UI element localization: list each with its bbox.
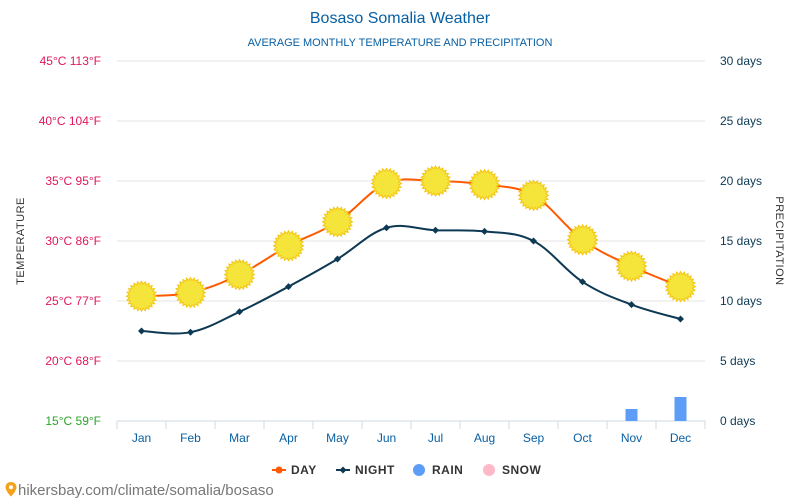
sun-core [523, 184, 544, 206]
left-tick-label: 25°C 77°F [45, 294, 101, 308]
sun-core [425, 170, 446, 192]
x-tick-label: Jun [377, 431, 396, 445]
legend-swatch [413, 464, 425, 476]
series-markers [125, 164, 697, 336]
legend-item-rain[interactable]: RAIN [413, 463, 463, 477]
x-tick-label: Nov [621, 431, 642, 445]
night-marker [285, 283, 292, 291]
night-marker [187, 328, 194, 336]
sun-core [229, 264, 250, 286]
right-tick-label: 0 days [720, 414, 755, 428]
sun-icon [272, 229, 305, 262]
sun-core [327, 211, 348, 233]
legend-item-snow[interactable]: SNOW [483, 463, 542, 477]
x-tick-label: Jul [428, 431, 443, 445]
night-marker [138, 327, 145, 335]
night-marker [628, 301, 635, 309]
night-marker [579, 278, 586, 286]
legend-marker [275, 466, 283, 474]
night-marker [383, 224, 390, 232]
left-tick-label: 20°C 68°F [45, 354, 101, 368]
footer-link[interactable]: hikersbay.com/climate/somalia/bosaso [18, 482, 274, 499]
sun-icon [370, 167, 403, 200]
x-tick-label: Mar [229, 431, 250, 445]
night-marker [334, 255, 341, 263]
series-lines [141, 178, 681, 335]
right-tick-label: 30 days [720, 54, 762, 68]
left-tick-label: 35°C 95°F [45, 174, 101, 188]
sun-icon [125, 280, 158, 313]
sun-icon [419, 164, 452, 198]
x-tick-label: Apr [279, 431, 298, 445]
sun-icon [615, 250, 648, 283]
night-marker [530, 237, 537, 245]
footer[interactable]: hikersbay.com/climate/somalia/bosaso [5, 482, 274, 499]
sun-core [474, 174, 495, 196]
x-tick-label: Jan [132, 431, 151, 445]
chart-title: Bosaso Somalia Weather [310, 10, 491, 27]
grid-lines [116, 60, 706, 429]
sun-icon [664, 270, 697, 303]
right-tick-label: 20 days [720, 174, 762, 188]
x-tick-label: Feb [180, 431, 201, 445]
sun-core [621, 255, 642, 277]
night-line [141, 224, 681, 335]
night-marker [677, 315, 684, 323]
day-line [141, 178, 681, 298]
night-marker [432, 226, 439, 234]
rain-bars [625, 397, 687, 421]
night-marker [481, 227, 488, 235]
left-tick-label: 40°C 104°F [39, 114, 101, 128]
sun-core [131, 285, 152, 307]
axis-labels: 15°C 59°F 20°C 68°F 25°C 77°F 30°C 86°F 35°C… [39, 54, 762, 445]
right-tick-label: 15 days [720, 234, 762, 248]
sun-core [180, 282, 201, 304]
left-tick-label: 15°C 59°F [45, 414, 101, 428]
legend-swatch [483, 464, 495, 476]
x-tick-label: Sep [523, 431, 545, 445]
x-tick-label: May [326, 431, 349, 445]
right-tick-label: 10 days [720, 294, 762, 308]
sun-core [376, 172, 397, 194]
sun-core [670, 276, 691, 298]
sun-icon [566, 223, 599, 256]
chart-subtitle: AVERAGE MONTHLY TEMPERATURE AND PRECIPIT… [248, 37, 553, 49]
x-tick-label: Oct [573, 431, 592, 445]
sun-core [572, 229, 593, 251]
right-tick-label: 5 days [720, 354, 755, 368]
rain-bar [674, 397, 687, 421]
sun-core [278, 235, 299, 257]
legend-marker [339, 466, 347, 474]
sun-icon [468, 168, 501, 201]
sun-icon [174, 276, 207, 309]
legend-label: RAIN [432, 463, 463, 477]
legend-item-day[interactable]: DAY [272, 463, 317, 477]
sun-icon [517, 179, 550, 212]
right-tick-label: 25 days [720, 114, 762, 128]
x-tick-label: Aug [474, 431, 495, 445]
right-axis-title: PRECIPITATION [773, 196, 785, 285]
left-tick-label: 30°C 86°F [45, 234, 101, 248]
left-tick-label: 45°C 113°F [40, 54, 101, 68]
x-tick-label: Dec [670, 431, 691, 445]
sun-icon [223, 258, 256, 291]
night-marker [236, 308, 243, 316]
left-axis-title: TEMPERATURE [15, 197, 27, 285]
legend-label: DAY [291, 463, 317, 477]
legend-label: SNOW [502, 463, 542, 477]
rain-bar [625, 409, 638, 421]
legend: DAY NIGHT RAIN SNOW [272, 463, 542, 477]
legend-item-night[interactable]: NIGHT [336, 463, 395, 477]
location-pin-dot [9, 485, 13, 490]
sun-icon [321, 205, 354, 238]
legend-label: NIGHT [355, 463, 395, 477]
